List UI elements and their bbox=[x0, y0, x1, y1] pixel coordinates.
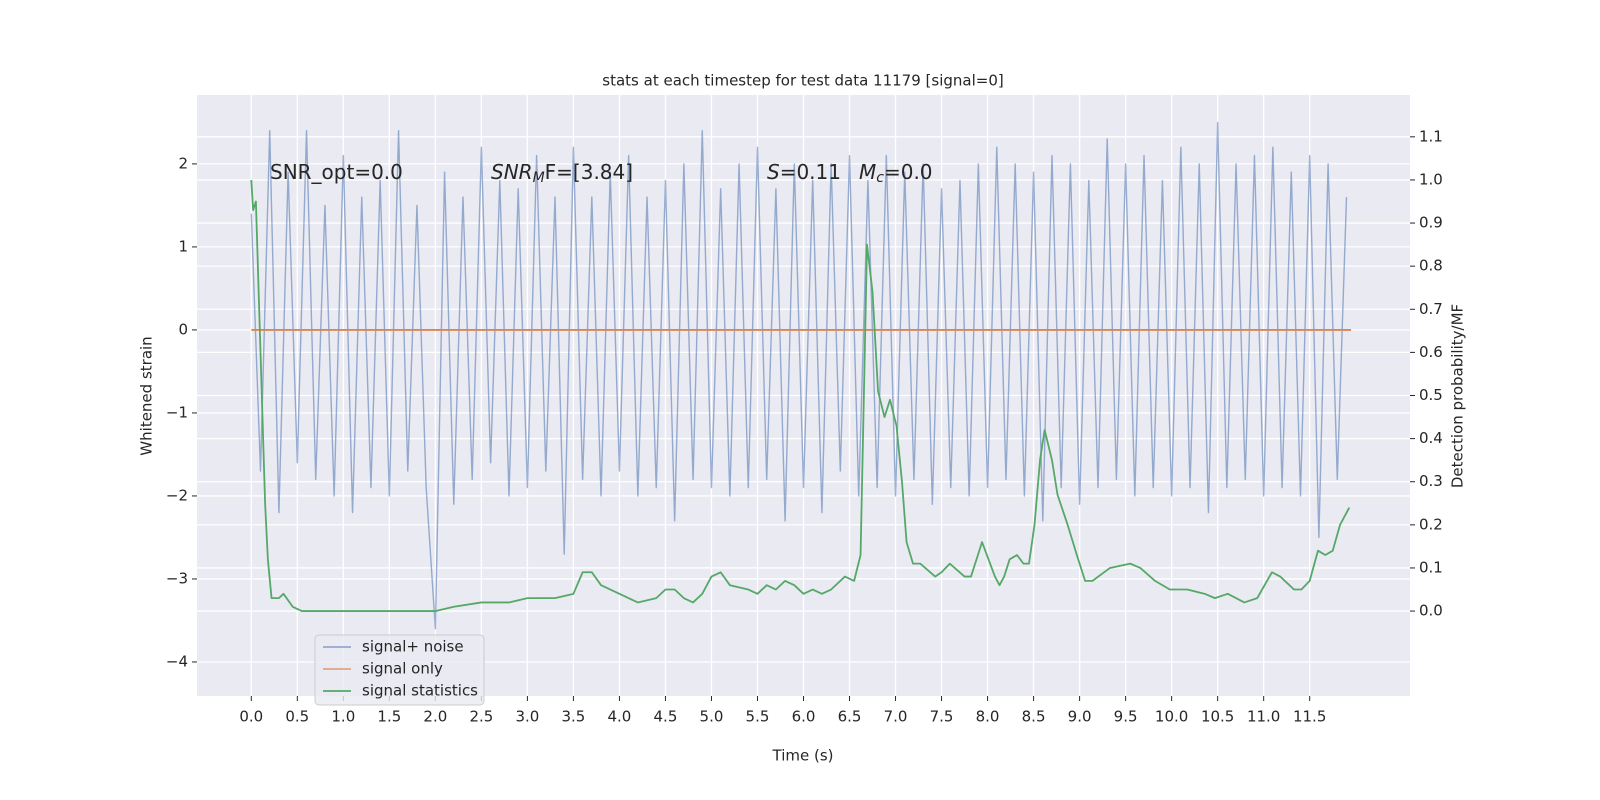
series-line bbox=[250, 121, 1348, 630]
x-tick-label: 9.5 bbox=[1114, 708, 1138, 726]
annotation-part: =0.11 bbox=[780, 160, 841, 184]
series-line bbox=[250, 179, 1351, 612]
annotation: SNRMF=[3.84] bbox=[491, 160, 633, 187]
y-tick-label: −1 bbox=[166, 403, 188, 421]
annotation-part: c bbox=[876, 170, 884, 186]
annotation-part: SNR bbox=[491, 160, 533, 184]
annotation-part: M bbox=[533, 170, 545, 186]
y2-axis-label: Detection probability/MF bbox=[1449, 304, 1467, 488]
x-tick-label: 0.5 bbox=[285, 708, 309, 726]
x-tick-label: 6.5 bbox=[838, 708, 862, 726]
x-tick-label: 2.0 bbox=[423, 708, 447, 726]
y-tick-label: 1 bbox=[178, 237, 188, 255]
x-tick-label: 1.0 bbox=[331, 708, 355, 726]
x-tick-label: 7.5 bbox=[930, 708, 954, 726]
x-tick-label: 10.5 bbox=[1201, 708, 1234, 726]
x-tick-label: 3.5 bbox=[561, 708, 585, 726]
annotation-part: S bbox=[767, 160, 780, 184]
x-tick-label: 2.5 bbox=[469, 708, 493, 726]
x-tick-label: 0.0 bbox=[239, 708, 263, 726]
y2-tick-label: 0.0 bbox=[1419, 602, 1443, 620]
y-tick-label: −4 bbox=[166, 652, 188, 670]
annotation-part: F=[3.84] bbox=[545, 160, 633, 184]
x-tick-label: 8.5 bbox=[1022, 708, 1046, 726]
annotation-part: SNR_opt=0.0 bbox=[270, 160, 403, 184]
x-axis-label: Time (s) bbox=[772, 747, 834, 765]
y-tick-label: −2 bbox=[166, 486, 188, 504]
y-tick-label: 0 bbox=[178, 320, 188, 338]
x-tick-label: 4.0 bbox=[608, 708, 632, 726]
y2-tick-label: 0.6 bbox=[1419, 343, 1443, 361]
legend-label: signal statistics bbox=[362, 682, 478, 700]
x-tick-label: 8.0 bbox=[976, 708, 1000, 726]
legend: signal+ noise signal only signal statistic… bbox=[314, 634, 485, 706]
x-tick-label: 9.0 bbox=[1068, 708, 1092, 726]
legend-box bbox=[314, 634, 485, 706]
x-tick-label: 10.0 bbox=[1155, 708, 1188, 726]
y2-tick-label: 0.3 bbox=[1419, 472, 1443, 490]
x-tick-label: 3.0 bbox=[515, 708, 539, 726]
x-tick-label: 5.5 bbox=[746, 708, 770, 726]
chart-title: stats at each timestep for test data 111… bbox=[602, 72, 1003, 90]
x-tick-label: 5.0 bbox=[700, 708, 724, 726]
y-tick-label: −3 bbox=[166, 569, 188, 587]
x-tick-label: 4.5 bbox=[654, 708, 678, 726]
y2-tick-label: 1.0 bbox=[1419, 170, 1443, 188]
x-tick-label: 6.0 bbox=[792, 708, 816, 726]
y-axis-label: Whitened strain bbox=[138, 336, 156, 455]
annotation: S=0.11 bbox=[767, 160, 841, 184]
y2-tick-label: 0.5 bbox=[1419, 386, 1443, 404]
y2-tick-label: 0.1 bbox=[1419, 558, 1443, 576]
legend-label: signal+ noise bbox=[362, 638, 464, 656]
y2-tick-label: 1.1 bbox=[1419, 127, 1443, 145]
y2-tick-label: 0.8 bbox=[1419, 257, 1443, 275]
x-tick-label: 11.0 bbox=[1247, 708, 1280, 726]
y2-tick-label: 0.7 bbox=[1419, 300, 1443, 318]
x-tick-label: 7.0 bbox=[884, 708, 908, 726]
x-tick-label: 1.5 bbox=[377, 708, 401, 726]
x-tick-label: 11.5 bbox=[1293, 708, 1326, 726]
y-tick-label: 2 bbox=[178, 154, 188, 172]
y2-tick-label: 0.9 bbox=[1419, 214, 1443, 232]
y2-tick-label: 0.2 bbox=[1419, 515, 1443, 533]
annotation-part: M bbox=[859, 160, 876, 184]
annotation: SNR_opt=0.0 bbox=[270, 160, 403, 184]
annotation: Mc=0.0 bbox=[859, 160, 933, 187]
y2-tick-label: 0.4 bbox=[1419, 429, 1443, 447]
legend-label: signal only bbox=[362, 660, 443, 678]
annotation-part: =0.0 bbox=[884, 160, 933, 184]
